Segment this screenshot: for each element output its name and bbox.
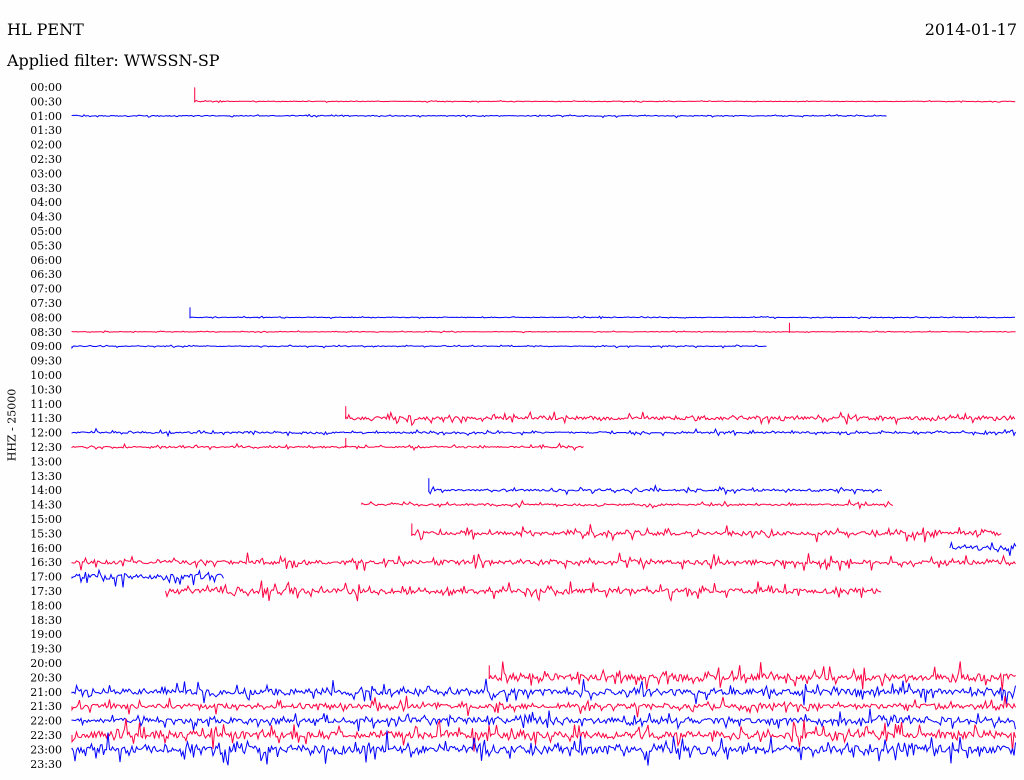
time-label: 04:00 [30, 196, 62, 209]
seismic-trace [345, 410, 1016, 427]
seismic-trace [411, 524, 1002, 543]
time-label: 14:30 [30, 499, 62, 512]
seismic-trace [71, 552, 1016, 571]
time-label: 03:00 [30, 167, 62, 180]
time-label: 18:30 [30, 614, 62, 627]
seismic-traces [71, 87, 1017, 766]
time-label: 13:00 [30, 455, 62, 468]
seismic-trace [189, 315, 1016, 320]
time-label: 08:00 [30, 311, 62, 324]
time-label: 05:30 [30, 239, 62, 252]
seismic-trace [71, 427, 1016, 438]
time-label: 23:00 [30, 743, 62, 756]
time-label: 20:00 [30, 657, 62, 670]
seismic-trace [428, 484, 882, 496]
time-label: 07:30 [30, 297, 62, 310]
time-label: 06:00 [30, 254, 62, 267]
time-label: 12:00 [30, 427, 62, 440]
time-label: 22:00 [30, 715, 62, 728]
seismic-trace [71, 695, 1016, 718]
time-label: 00:30 [30, 95, 62, 108]
time-label: 10:00 [30, 369, 62, 382]
station-title: HL PENT [7, 20, 84, 39]
seismic-trace [949, 540, 1017, 556]
time-label: 05:00 [30, 225, 62, 238]
time-label: 02:30 [30, 153, 62, 166]
time-label: 12:30 [30, 441, 62, 454]
date-label: 2014-01-17 [924, 20, 1017, 39]
time-label: 13:30 [30, 470, 62, 483]
seismic-trace [488, 661, 1016, 691]
seismic-trace [71, 442, 584, 452]
time-label: 15:00 [30, 513, 62, 526]
time-label: 15:30 [30, 527, 62, 540]
time-label: 19:30 [30, 643, 62, 656]
seismic-trace [71, 718, 1016, 752]
time-label: 14:00 [30, 484, 62, 497]
seismic-trace [361, 498, 894, 511]
seismic-trace [71, 678, 1016, 706]
time-label: 19:00 [30, 628, 62, 641]
time-label: 11:30 [30, 412, 62, 425]
seismic-trace [71, 330, 1016, 334]
time-label: 01:30 [30, 124, 62, 137]
time-label: 04:30 [30, 211, 62, 224]
time-label: 02:00 [30, 139, 62, 152]
time-label: 23:30 [30, 758, 62, 771]
time-label: 21:30 [30, 700, 62, 713]
seismic-trace [71, 568, 224, 588]
time-label: 03:30 [30, 182, 62, 195]
time-label: 07:00 [30, 283, 62, 296]
seismic-trace [71, 708, 1016, 732]
time-label: 17:30 [30, 585, 62, 598]
time-label: 08:30 [30, 326, 62, 339]
seismic-trace [165, 580, 882, 603]
time-label: 09:30 [30, 355, 62, 368]
time-label: 17:00 [30, 571, 62, 584]
time-label: 18:00 [30, 599, 62, 612]
time-label: 20:30 [30, 671, 62, 684]
time-label: 22:30 [30, 729, 62, 742]
time-label: 16:00 [30, 542, 62, 555]
time-label: 11:00 [30, 398, 62, 411]
time-label: 00:00 [30, 81, 62, 94]
seismic-trace [194, 99, 1016, 104]
seismic-trace [71, 730, 1016, 766]
time-label: 09:00 [30, 340, 62, 353]
time-label: 21:00 [30, 686, 62, 699]
time-label: 06:30 [30, 268, 62, 281]
filter-label: Applied filter: WWSSN-SP [7, 51, 220, 70]
seismic-trace [71, 113, 887, 119]
time-label: 16:30 [30, 556, 62, 569]
seismic-trace [71, 344, 767, 350]
time-label: 10:30 [30, 383, 62, 396]
time-label: 01:00 [30, 110, 62, 123]
